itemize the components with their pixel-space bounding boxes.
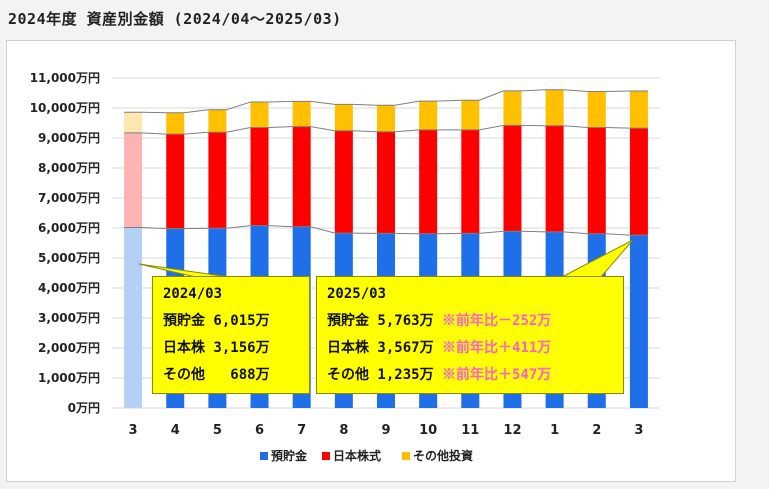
y-tick-label: 11,000万円 — [30, 71, 100, 85]
bar-segment — [208, 109, 227, 133]
bar-segment — [250, 102, 269, 128]
y-tick-label: 8,000万円 — [38, 161, 100, 175]
bar-segment — [124, 227, 143, 408]
y-tick-label: 1,000万円 — [38, 371, 100, 385]
callout-2025-03: 2025/03 預貯金 5,763万 ※前年比－252万 日本株 3,567万 … — [316, 276, 624, 394]
y-tick-label: 6,000万円 — [38, 221, 100, 235]
y-tick-label: 0万円 — [68, 401, 100, 415]
x-tick-label: 9 — [381, 423, 390, 438]
bar-segment — [124, 132, 143, 228]
x-tick-label: 7 — [297, 423, 306, 438]
bar-segment — [292, 126, 311, 227]
x-tick-label: 10 — [419, 423, 437, 438]
series-connector-line — [124, 124, 648, 135]
legend-label: 日本株式 — [333, 448, 381, 463]
bar-segment — [461, 129, 480, 234]
legend-label: 預貯金 — [271, 448, 308, 463]
bar-segment — [419, 129, 438, 234]
x-tick-label: 2 — [592, 423, 601, 438]
x-tick-label: 6 — [255, 423, 264, 438]
y-tick-label: 2,000万円 — [38, 341, 100, 355]
bar-segment — [208, 132, 227, 229]
x-tick-label: 3 — [129, 423, 138, 438]
x-tick-label: 4 — [171, 423, 180, 438]
x-tick-label: 12 — [503, 423, 521, 438]
bar-segment — [587, 127, 606, 234]
callout-line: 日本株 3,567万 — [327, 340, 434, 356]
y-tick-label: 3,000万円 — [38, 311, 100, 325]
bar-segment — [124, 112, 143, 133]
bar-segment — [503, 90, 522, 126]
x-tick-label: 8 — [339, 423, 348, 438]
series-connector-line — [124, 89, 648, 114]
callout-line: 預貯金 6,015万 — [163, 313, 270, 329]
diff-label: ※前年比＋547万 — [442, 367, 552, 383]
callout-line: 預貯金 5,763万 — [327, 313, 434, 329]
bar-segment — [250, 127, 269, 226]
x-tick-label: 11 — [461, 423, 479, 438]
y-tick-label: 4,000万円 — [38, 281, 100, 295]
bar-segment — [166, 112, 185, 135]
callout-2024-03: 2024/03 預貯金 6,015万 日本株 3,156万 その他 688万 — [152, 276, 310, 394]
page-title: 2024年度 資産別金額 (2024/04～2025/03) — [8, 10, 342, 28]
callout-line: 日本株 3,156万 — [163, 340, 270, 356]
diff-label: ※前年比－252万 — [442, 313, 552, 329]
y-tick-label: 10,000万円 — [30, 101, 100, 115]
bar-segment — [629, 91, 648, 129]
x-tick-label: 5 — [213, 423, 222, 438]
legend-label: その他投資 — [413, 448, 473, 463]
bar-segment — [629, 235, 648, 408]
bar-segment — [377, 105, 395, 132]
y-tick-label: 9,000万円 — [38, 131, 100, 145]
y-tick-label: 5,000万円 — [38, 251, 100, 265]
bar-segment — [166, 134, 185, 229]
bar-segment — [461, 100, 480, 130]
callout-line: 2025/03 — [327, 286, 387, 302]
x-tick-label: 3 — [634, 423, 643, 438]
callout-line: その他 1,235万 — [327, 367, 434, 383]
bar-segment — [545, 125, 564, 232]
bar-segment — [292, 101, 311, 127]
bar-segment — [334, 104, 353, 131]
bar-segment — [334, 130, 353, 234]
bar-segment — [419, 101, 438, 130]
callout-line: 2024/03 — [163, 286, 223, 302]
x-tick-label: 1 — [550, 423, 559, 438]
legend-swatch — [260, 452, 268, 460]
series-connector-line — [124, 225, 648, 236]
bar-segment — [545, 89, 564, 126]
callout-line: その他 688万 — [163, 367, 270, 383]
bar-segment — [503, 125, 522, 232]
bar-segment — [587, 91, 606, 128]
legend-swatch — [322, 452, 330, 460]
bar-segment — [629, 128, 648, 236]
bar-segment — [377, 131, 395, 234]
y-tick-label: 7,000万円 — [38, 191, 100, 205]
legend-swatch — [402, 452, 410, 460]
diff-label: ※前年比＋411万 — [442, 340, 552, 356]
